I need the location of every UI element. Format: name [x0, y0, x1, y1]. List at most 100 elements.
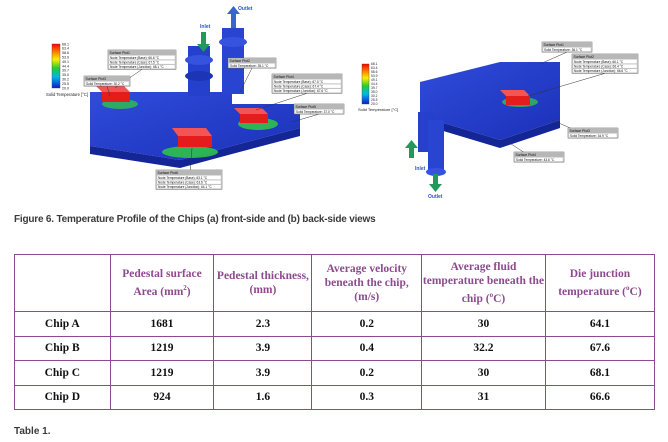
- row-label: Chip B: [14, 335, 111, 361]
- legend-tick-label: 39.7: [371, 86, 378, 90]
- panel-a-legend-ticks: 68.163.458.653.949.144.439.735.030.225.5…: [62, 42, 69, 90]
- callout-row: Node Temperature (Junction): 68.1 °C: [110, 65, 164, 69]
- legend-tick-label: 30.2: [371, 94, 378, 98]
- callout-row: Solid Temperature: 43.6 °C: [516, 158, 555, 162]
- table-cell: 924: [109, 384, 215, 410]
- callout-title: Surface Plot3: [86, 77, 106, 81]
- legend-tick-label: 30.2: [62, 77, 69, 81]
- legend-tick-label: 68.1: [371, 62, 378, 66]
- panel-b-cold-plate: [420, 62, 560, 140]
- table-cell: 1219: [109, 360, 215, 386]
- legend-tick-label: 35.0: [371, 90, 378, 94]
- callout-row: Node Temperature (Base): 66.1 °C: [574, 60, 624, 64]
- results-table: Pedestal surface Area (mm2) Pedestal thi…: [14, 254, 656, 410]
- temperature-profile-figure: 68.163.458.653.949.144.439.735.030.225.5…: [46, 6, 639, 200]
- panel-b-inlet-label: Inlet: [415, 166, 426, 172]
- panel-a-front-view: 68.163.458.653.949.144.439.735.030.225.5…: [46, 6, 345, 190]
- figure-caption: Figure 6. Temperature Profile of the Chi…: [14, 214, 376, 225]
- table-cell: 32.2: [421, 335, 546, 361]
- callout-row: Node Temperature (Base): 66.6 °C: [110, 56, 160, 60]
- header-cell-fluid-temp: Average fluid temperature beneath the ch…: [421, 254, 546, 312]
- table-cell: 2.3: [213, 311, 313, 337]
- header-cell-velocity: Average velocity beneath the chip, (m/s): [311, 254, 423, 312]
- callout-row: Node Temperature (Case): 67.4 °C: [274, 84, 324, 88]
- legend-tick-label: 20.0: [371, 102, 378, 106]
- table-caption: Table 1.: [14, 426, 51, 437]
- callout-title: Surface Plot2: [574, 55, 594, 59]
- callout-title: Surface Plot1: [110, 51, 130, 55]
- table-cell: 0.2: [311, 311, 423, 337]
- callout-title: Surface Plot4: [516, 153, 536, 157]
- panel-b-chip-d: [500, 90, 530, 105]
- panel-a-outlet-arrow: Outlet: [227, 6, 253, 28]
- legend-tick-label: 58.6: [371, 70, 378, 74]
- callout-row: Solid Temperature: 34.9 °C: [570, 134, 609, 138]
- panel-a-inlet-arrow: Inlet: [197, 24, 211, 52]
- callout-row: Solid Temperature: 35.1 °C: [230, 64, 269, 68]
- callout-title: Surface Plot6: [158, 171, 178, 175]
- table-row: Chip C 1219 3.9 0.2 30 68.1: [14, 360, 656, 386]
- callout-title: Surface Plot5: [296, 105, 316, 109]
- panel-a-outlet-label: Outlet: [238, 6, 253, 12]
- callout-row: Node Temperature (Base): 63.1 °C: [158, 176, 208, 180]
- table-cell: 3.9: [213, 360, 313, 386]
- callout-title: Surface Plot4: [274, 75, 294, 79]
- legend-tick-label: 44.4: [371, 82, 378, 86]
- callout-row: Node Temperature (Case): 63.6 °C: [158, 180, 208, 184]
- legend-tick-label: 25.5: [371, 98, 378, 102]
- callout-row: Node Temperature (Base): 67.0 °C: [274, 80, 324, 84]
- legend-tick-label: 53.9: [62, 55, 69, 59]
- table-cell: 1681: [109, 311, 215, 337]
- legend-tick-label: 53.9: [371, 74, 378, 78]
- legend-tick-label: 25.5: [62, 82, 69, 86]
- callout-row: Node Temperature (Case): 67.5 °C: [110, 60, 160, 64]
- table-cell: 0.2: [311, 360, 423, 386]
- callout-row: Node Temperature (Case): 66.4 °C: [574, 64, 624, 68]
- table-header-row: Pedestal surface Area (mm2) Pedestal thi…: [14, 254, 656, 312]
- table-cell: 66.6: [544, 384, 656, 410]
- header-cell-thickness: Pedestal thickness, (mm): [213, 254, 313, 312]
- table-row: Chip D 924 1.6 0.3 31 66.6: [14, 384, 656, 410]
- callout-title: Surface Plot3: [570, 129, 590, 133]
- callout-row: Solid Temperature: 30.2 °C: [86, 82, 125, 86]
- panel-b-legend-title: Solid Temperature [°C]: [358, 107, 398, 112]
- callout-row: Solid Temperature: 37.0 °C: [296, 110, 335, 114]
- panel-a-chip-a: [96, 86, 130, 102]
- callout-title: Surface Plot1: [544, 43, 564, 47]
- header-cell-junction-temp: Die junction temperature (oC): [544, 254, 656, 312]
- panel-a-legend-title: Solid Temperature [°C]: [46, 92, 88, 97]
- panel-b-legend-ticks: 68.163.458.653.949.144.439.735.030.225.5…: [371, 62, 378, 106]
- callout-row: Solid Temperature: 36.1 °C: [544, 48, 583, 52]
- table-cell: 1.6: [213, 384, 313, 410]
- legend-tick-label: 35.0: [62, 73, 69, 77]
- panel-a-legend: 68.163.458.653.949.144.439.735.030.225.5…: [46, 42, 88, 97]
- panel-b-outlet-label: Outlet: [428, 194, 443, 200]
- legend-tick-label: 49.1: [62, 60, 69, 64]
- panel-a-chip-c: [172, 128, 212, 147]
- table-row: Chip B 1219 3.9 0.4 32.2 67.6: [14, 335, 656, 361]
- table-cell: 64.1: [544, 311, 656, 337]
- table-cell: 30: [421, 360, 546, 386]
- table-cell: 0.3: [311, 384, 423, 410]
- legend-tick-label: 44.4: [62, 64, 69, 68]
- callout-row: Node Temperature (Junction): 66.6 °C: [574, 69, 628, 73]
- table-cell: 30: [421, 311, 546, 337]
- legend-tick-label: 63.4: [62, 47, 69, 51]
- header-cell-surface-area: Pedestal surface Area (mm2): [109, 254, 215, 312]
- callout-row: Node Temperature (Junction): 67.6 °C: [274, 89, 328, 93]
- table-cell: 67.6: [544, 335, 656, 361]
- legend-tick-label: 63.4: [371, 66, 378, 70]
- row-label: Chip D: [14, 384, 111, 410]
- row-label: Chip A: [14, 311, 111, 337]
- table-cell: 68.1: [544, 360, 656, 386]
- panel-b-outlet-pipe: [428, 120, 444, 172]
